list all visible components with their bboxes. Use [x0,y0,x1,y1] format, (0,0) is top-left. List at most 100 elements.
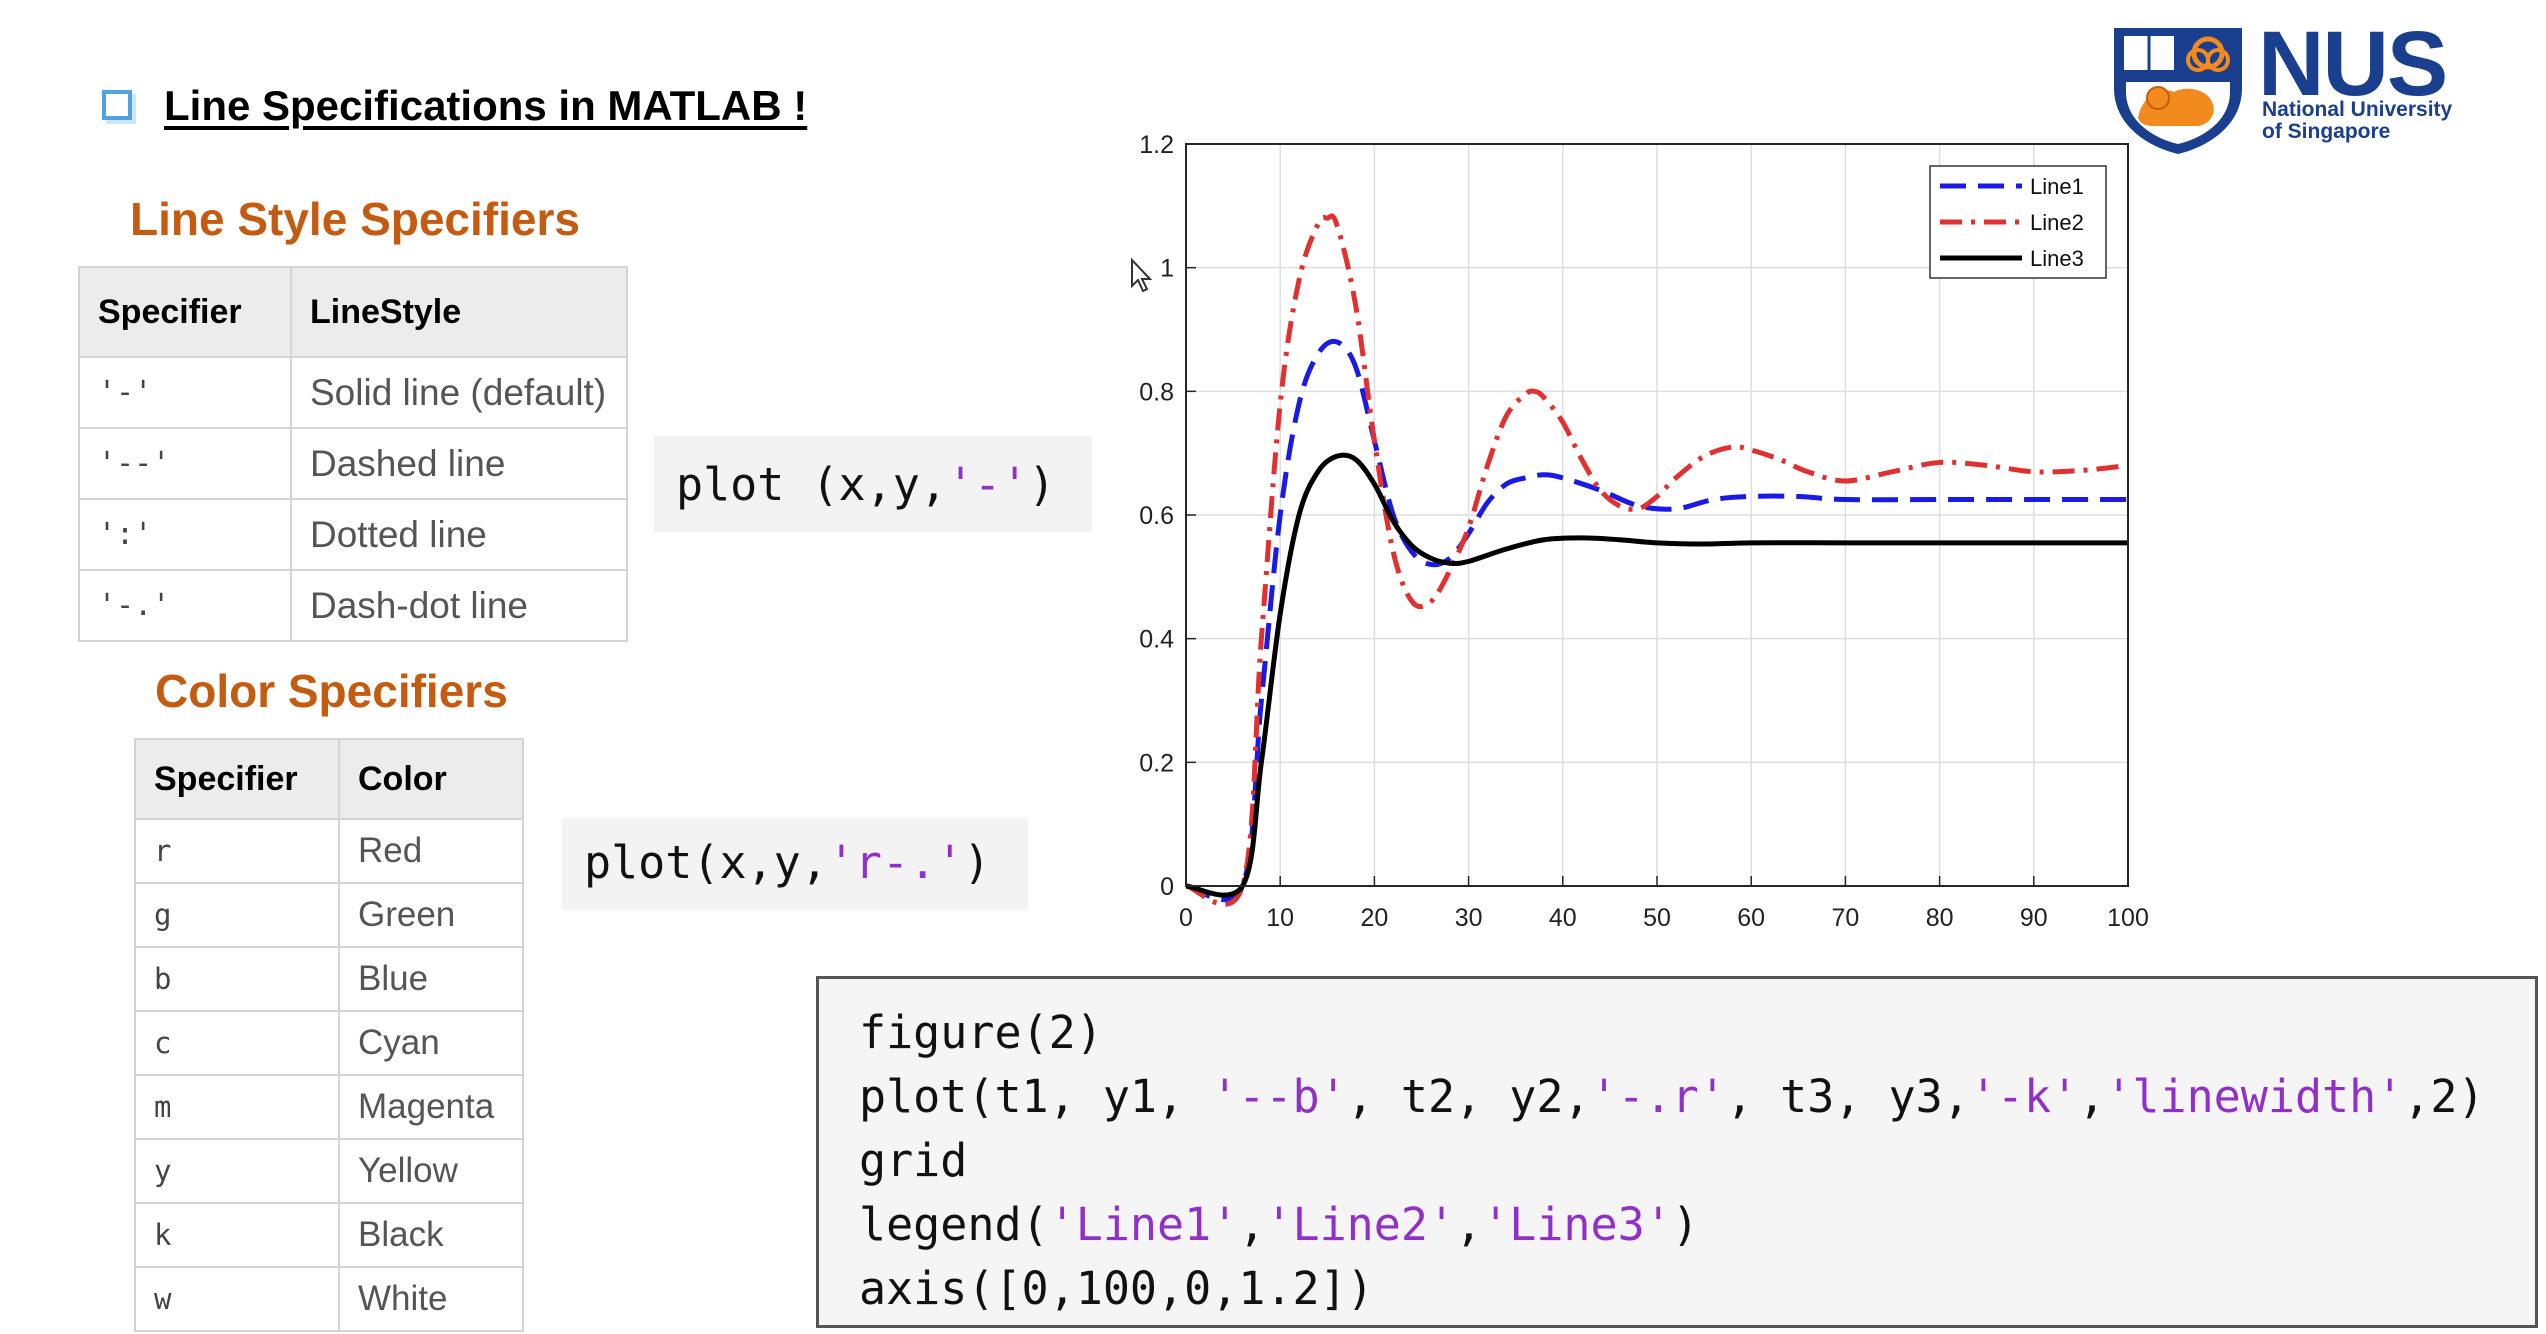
table-row: '-.' Dash-dot line [78,569,628,642]
plot-series [1185,213,2129,907]
code-text: ,2) [2403,1070,2485,1123]
title-bullet-icon [102,90,132,120]
series-line-line1 [1185,338,2128,903]
table-row: m Magenta [134,1074,524,1140]
x-tick-label: 20 [1360,904,1388,932]
specifier-cell: y [134,1138,340,1204]
y-tick-label: 0.8 [1139,378,1174,406]
x-tick-label: 80 [1926,904,1954,932]
table-row: '--' Dashed line [78,427,628,500]
color-example-code: plot(x,y,'r-.') [562,818,1028,910]
series-line-line3 [1185,452,2128,898]
table-row: w White [134,1266,524,1332]
code-text: axis([0,100,0,1.2]) [859,1262,1374,1315]
code-text: ) [963,836,991,889]
code-text: plot (x,y, [676,458,947,511]
color-cell: Magenta [338,1074,524,1140]
color-cell: Green [338,882,524,948]
x-tick-label: 50 [1643,904,1671,932]
code-text: figure(2) [859,1006,1103,1059]
y-tick-label: 0.2 [1139,749,1174,777]
color-heading: Color Specifiers [155,665,508,717]
nus-logo-subtitle: National University [2262,98,2453,121]
code-string: '-' [946,458,1029,511]
code-text: ) [1028,458,1056,511]
color-cell: Cyan [338,1010,524,1076]
column-header: LineStyle [290,266,628,358]
plot-legend: Line1 Line2 Line3 [1929,165,2107,279]
table-row: y Yellow [134,1138,524,1204]
description-cell: Solid line (default) [290,356,628,429]
code-line: axis([0,100,0,1.2]) [859,1257,2535,1321]
matlab-code-block: figure(2) plot(t1, y1, '--b', t2, y2,'-.… [816,976,2538,1328]
line-style-heading: Line Style Specifiers [130,193,580,245]
table-row: ':' Dotted line [78,498,628,571]
specifier-cell: r [134,818,340,884]
description-cell: Dashed line [290,427,628,500]
table-row: '-' Solid line (default) [78,356,628,429]
code-text: , [2078,1070,2106,1123]
line-style-example-code: plot (x,y,'-') [654,436,1092,532]
mouse-cursor-icon [1131,258,1153,293]
y-tick-label: 0.6 [1139,502,1174,530]
color-cell: Black [338,1202,524,1268]
code-string: '-.r' [1590,1070,1726,1123]
table-header-row: Specifier LineStyle [78,266,628,358]
description-cell: Dash-dot line [290,569,628,642]
code-string: 'r-.' [827,836,964,889]
line-plot: 0 10 20 30 40 50 60 70 80 90 10000.20.40.60.811.2 … [1139,131,2149,932]
specifier-cell: b [134,946,340,1012]
y-tick-label: 1.2 [1139,131,1174,159]
table-row: k Black [134,1202,524,1268]
color-cell: Red [338,818,524,884]
x-tick-label: 90 [2020,904,2048,932]
code-text: grid [859,1134,968,1187]
legend-label: Line3 [2030,246,2084,271]
code-string: 'Line1' [1048,1198,1239,1251]
code-line: plot(t1, y1, '--b', t2, y2,'-.r', t3, y3… [859,1065,2535,1129]
column-header: Color [338,738,524,820]
code-string: 'linewidth' [2105,1070,2404,1123]
code-text: , [1238,1198,1266,1251]
code-text: plot(t1, y1, [859,1070,1212,1123]
nus-logo-subtitle: of Singapore [2262,120,2391,143]
y-tick-label: 0 [1160,873,1174,901]
x-tick-label: 60 [1737,904,1765,932]
code-text: , [1455,1198,1483,1251]
specifier-cell: w [134,1266,340,1332]
code-line: grid [859,1129,2535,1193]
code-string: '-k' [1969,1070,2079,1123]
plot-ticks: 0 10 20 30 40 50 60 70 80 90 100 0 0.2 0.4 0.6 0.8 1 1.2 [1139,131,2149,932]
specifier-cell: ':' [78,498,292,571]
code-line: figure(2) [859,1001,2535,1065]
description-cell: Dotted line [290,498,628,571]
slide-title: Line Specifications in MATLAB ! [164,82,808,129]
x-tick-label: 30 [1455,904,1483,932]
specifier-cell: g [134,882,340,948]
y-tick-label: 0.4 [1139,626,1174,654]
code-text: , t2, y2, [1346,1070,1591,1123]
specifier-cell: m [134,1074,340,1140]
color-cell: Yellow [338,1138,524,1204]
specifier-cell: k [134,1202,340,1268]
nus-logo-text: NUS [2258,13,2448,115]
specifier-cell: '--' [78,427,292,500]
code-text: legend( [859,1198,1049,1251]
table-row: b Blue [134,946,524,1012]
x-tick-label: 100 [2107,904,2149,932]
color-cell: White [338,1266,524,1332]
series-line-line2 [1185,213,2129,907]
column-header: Specifier [78,266,292,358]
table-row: c Cyan [134,1010,524,1076]
x-tick-label: 70 [1831,904,1859,932]
table-row: g Green [134,882,524,948]
table-row: r Red [134,818,524,884]
code-text: plot(x,y, [584,836,828,889]
specifier-cell: c [134,1010,340,1076]
specifier-cell: '-.' [78,569,292,642]
y-tick-label: 1 [1160,255,1174,283]
legend-label: Line2 [2030,210,2084,235]
x-tick-label: 10 [1266,904,1294,932]
legend-label: Line1 [2030,174,2084,199]
code-string: 'Line3' [1482,1198,1672,1251]
